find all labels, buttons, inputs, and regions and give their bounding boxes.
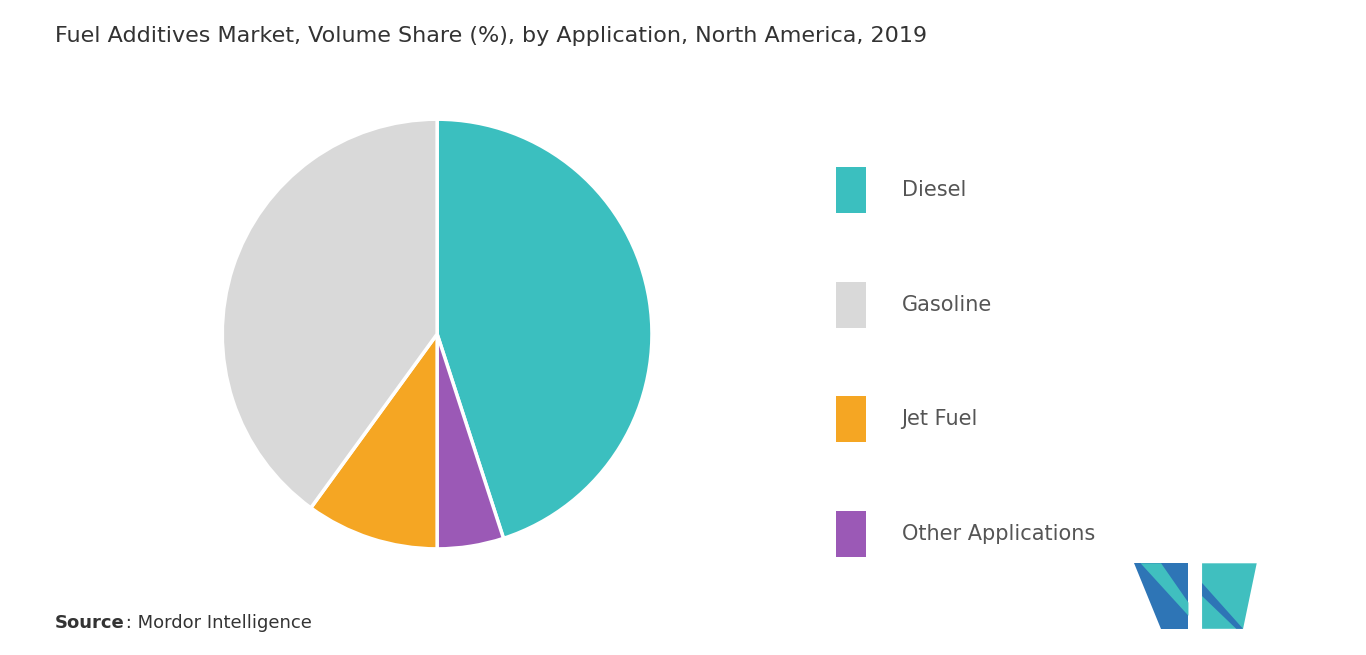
Text: : Mordor Intelligence: : Mordor Intelligence [120,614,311,632]
Text: Fuel Additives Market, Volume Share (%), by Application, North America, 2019: Fuel Additives Market, Volume Share (%),… [55,26,926,47]
Polygon shape [1141,563,1188,616]
Wedge shape [437,334,504,549]
Wedge shape [311,334,437,549]
Text: Diesel: Diesel [902,180,966,200]
Text: Gasoline: Gasoline [902,295,992,314]
FancyBboxPatch shape [836,282,866,328]
Wedge shape [223,119,437,508]
Polygon shape [1202,563,1257,629]
FancyBboxPatch shape [836,511,866,557]
Polygon shape [1202,583,1243,629]
Text: Jet Fuel: Jet Fuel [902,409,978,429]
FancyBboxPatch shape [836,396,866,442]
Text: Source: Source [55,614,124,632]
Text: Other Applications: Other Applications [902,524,1094,544]
FancyBboxPatch shape [836,167,866,213]
Wedge shape [437,119,652,538]
Polygon shape [1134,563,1188,629]
